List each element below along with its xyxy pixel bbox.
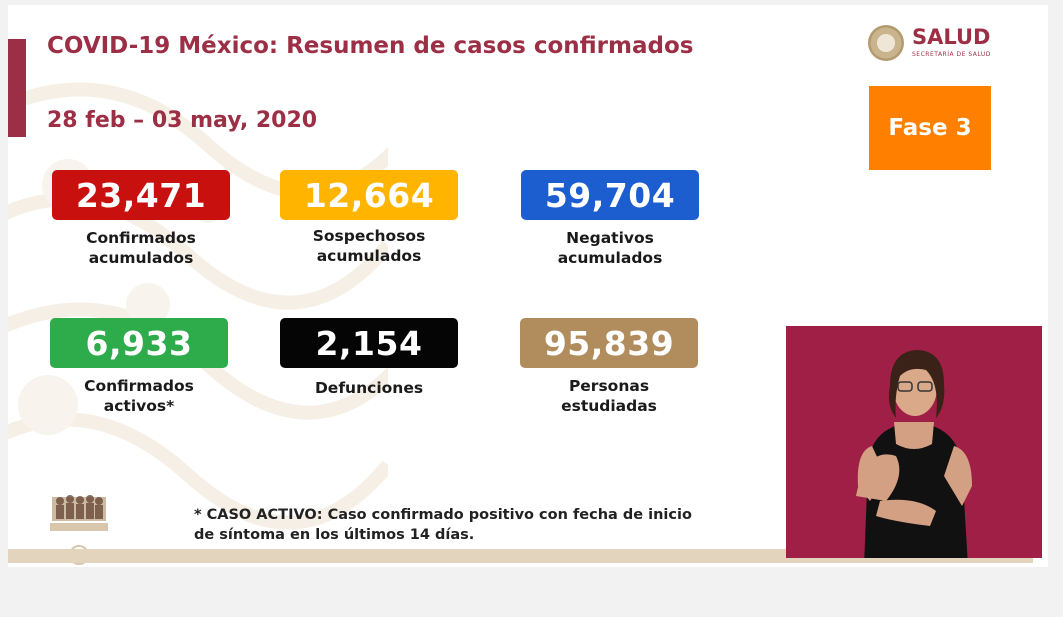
stat-suspected-cumulative: 12,664 Sospechosos acumulados	[280, 170, 458, 266]
historical-figures-emblem-icon	[50, 495, 108, 565]
slide: COVID-19 México: Resumen de casos confir…	[8, 5, 1048, 567]
stat-people-studied: 95,839 Personas estudiadas	[520, 318, 698, 416]
stat-confirmed-active: 6,933 Confirmados activos*	[50, 318, 228, 416]
stat-label: Negativos acumulados	[521, 228, 699, 268]
stat-value: 6,933	[50, 318, 228, 368]
footnote-line: de síntoma en los últimos 14 días.	[194, 527, 475, 543]
stat-value: 59,704	[521, 170, 699, 220]
stat-label-line: Confirmados	[84, 377, 194, 395]
stat-value: 95,839	[520, 318, 698, 368]
stat-deaths: 2,154 Defunciones	[280, 318, 458, 398]
stat-label-line: Sospechosos	[312, 227, 426, 245]
stat-label-line: acumulados	[557, 249, 663, 267]
stat-label: Defunciones	[280, 378, 458, 398]
stat-label-line: acumulados	[316, 247, 422, 265]
logo-subtitle: SECRETARÍA DE SALUD	[912, 51, 991, 58]
stat-value: 23,471	[52, 170, 230, 220]
stat-label-line: Negativos	[566, 229, 654, 247]
national-seal-icon	[868, 25, 904, 61]
interpreter-figure-icon	[856, 350, 972, 558]
phase-badge: Fase 3	[869, 86, 991, 170]
sign-language-interpreter-video	[786, 326, 1042, 558]
active-case-footnote: * CASO ACTIVO: Caso confirmado positivo …	[194, 505, 692, 545]
stat-negative-cumulative: 59,704 Negativos acumulados	[521, 170, 699, 268]
logo-name: SALUD	[912, 25, 991, 49]
stat-label: Confirmados acumulados	[52, 228, 230, 268]
stat-value: 12,664	[280, 170, 458, 220]
page-title: COVID-19 México: Resumen de casos confir…	[47, 33, 694, 59]
footnote-line: * CASO ACTIVO: Caso confirmado positivo …	[194, 507, 692, 523]
stat-label: Personas estudiadas	[520, 376, 698, 416]
stat-label: Sospechosos acumulados	[280, 226, 458, 266]
stat-label-line: Confirmados	[86, 229, 196, 247]
salud-logo: SALUD SECRETARÍA DE SALUD	[868, 25, 998, 67]
bottom-divider	[8, 549, 1033, 563]
date-range: 28 feb – 03 may, 2020	[47, 108, 318, 133]
stat-label-line: estudiadas	[561, 397, 657, 415]
stat-label: Confirmados activos*	[50, 376, 228, 416]
stat-label-line: acumulados	[88, 249, 194, 267]
stat-label-line: Personas	[568, 377, 650, 395]
stat-label-line: activos*	[103, 397, 175, 415]
title-accent-bar	[8, 39, 26, 137]
stat-confirmed-cumulative: 23,471 Confirmados acumulados	[52, 170, 230, 268]
stat-value: 2,154	[280, 318, 458, 368]
stat-label-line: Defunciones	[314, 379, 424, 397]
